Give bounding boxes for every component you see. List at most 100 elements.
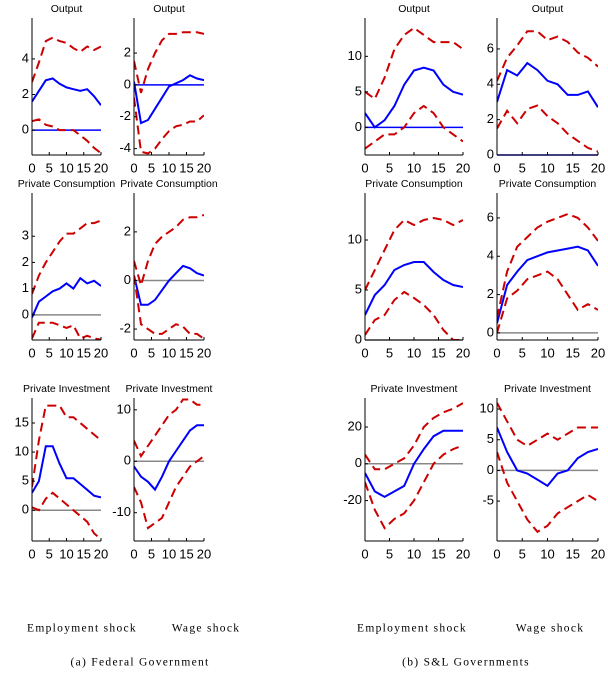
y-tick-label: 2 bbox=[22, 86, 29, 101]
y-tick-label: 5 bbox=[355, 281, 362, 296]
x-tick-label: 20 bbox=[456, 345, 470, 360]
x-tick-label: 0 bbox=[493, 345, 500, 360]
y-tick-label: 5 bbox=[22, 473, 29, 488]
band-line bbox=[365, 26, 463, 101]
subplot: Private Investment -5 0 5 10 0 5 10 15 20 bbox=[480, 383, 606, 562]
y-tick-label: -4 bbox=[119, 140, 131, 155]
subplot: Private Investment -20 0 20 0 5 10 15 20 bbox=[343, 383, 470, 562]
band-line bbox=[497, 451, 598, 534]
y-tick-label: 2 bbox=[22, 254, 29, 269]
x-tick-label: 15 bbox=[566, 345, 580, 360]
x-tick-label: 5 bbox=[386, 345, 393, 360]
column-label: Employment shock bbox=[27, 623, 137, 635]
band-line bbox=[134, 213, 204, 289]
subplot: Private Consumption 0 5 10 0 5 10 15 20 bbox=[348, 178, 471, 361]
subplot-title: Private Consumption bbox=[365, 178, 463, 190]
y-tick-label: 0 bbox=[487, 324, 494, 339]
x-tick-label: 15 bbox=[77, 345, 91, 360]
band-line bbox=[32, 219, 101, 295]
x-tick-label: 20 bbox=[197, 546, 211, 561]
band-line bbox=[365, 444, 463, 530]
subplot-title: Output bbox=[51, 3, 83, 15]
x-tick-label: 0 bbox=[493, 546, 500, 561]
band-line bbox=[134, 97, 204, 155]
y-tick-label: 6 bbox=[487, 209, 494, 224]
y-tick-label: 0 bbox=[355, 119, 362, 134]
response-line bbox=[32, 445, 101, 499]
y-tick-label: -2 bbox=[119, 108, 131, 123]
band-line bbox=[134, 31, 204, 94]
x-tick-label: 10 bbox=[162, 546, 176, 561]
x-tick-label: 20 bbox=[197, 345, 211, 360]
x-tick-label: 15 bbox=[77, 546, 91, 561]
x-tick-label: 20 bbox=[456, 546, 470, 561]
x-tick-label: 0 bbox=[361, 345, 368, 360]
x-tick-label: 20 bbox=[591, 546, 605, 561]
x-tick-label: 20 bbox=[591, 160, 605, 175]
subplot-title: Output bbox=[153, 3, 185, 15]
band-line bbox=[134, 455, 204, 530]
band-line bbox=[365, 402, 463, 471]
band-line bbox=[32, 404, 101, 488]
x-tick-label: 10 bbox=[540, 160, 554, 175]
response-line bbox=[497, 245, 598, 324]
y-tick-label: 5 bbox=[355, 83, 362, 98]
subplot: Private Consumption 0 2 4 6 0 5 10 15 20 bbox=[487, 178, 605, 361]
subplot-title: Output bbox=[532, 3, 564, 15]
x-tick-label: 20 bbox=[94, 546, 108, 561]
y-tick-label: 1 bbox=[22, 280, 29, 295]
band-line bbox=[32, 36, 101, 83]
x-tick-label: 15 bbox=[179, 345, 193, 360]
panel-caption: (a) Federal Government bbox=[70, 657, 209, 669]
response-line bbox=[365, 261, 463, 316]
column-label: Wage shock bbox=[172, 623, 241, 635]
response-line bbox=[497, 427, 598, 488]
band-line bbox=[497, 213, 598, 318]
band-line bbox=[32, 118, 101, 154]
y-tick-label: 0 bbox=[355, 331, 362, 346]
y-tick-label: -2 bbox=[119, 321, 131, 336]
response-line bbox=[134, 424, 204, 492]
y-tick-label: 2 bbox=[487, 286, 494, 301]
band-line bbox=[497, 402, 598, 448]
subplot-title: Output bbox=[398, 3, 430, 15]
x-tick-label: 20 bbox=[94, 345, 108, 360]
x-tick-label: 20 bbox=[197, 160, 211, 175]
y-tick-label: 6 bbox=[487, 40, 494, 55]
x-tick-label: 15 bbox=[431, 546, 445, 561]
y-tick-label: 0 bbox=[487, 462, 494, 477]
y-tick-label: -10 bbox=[112, 504, 131, 519]
y-tick-label: 5 bbox=[487, 431, 494, 446]
y-tick-label: -5 bbox=[482, 493, 494, 508]
y-tick-label: 0 bbox=[22, 306, 29, 321]
response-line bbox=[134, 264, 204, 306]
y-tick-label: -20 bbox=[343, 492, 362, 507]
band-line bbox=[32, 321, 101, 340]
band-line bbox=[134, 275, 204, 340]
column-label: Employment shock bbox=[357, 623, 467, 635]
y-tick-label: 2 bbox=[124, 223, 131, 238]
band-line bbox=[497, 30, 598, 82]
subplot-title: Private Investment bbox=[23, 383, 110, 395]
x-tick-label: 5 bbox=[519, 160, 526, 175]
x-tick-label: 10 bbox=[59, 160, 73, 175]
y-tick-label: 4 bbox=[22, 50, 29, 65]
x-tick-label: 5 bbox=[148, 546, 155, 561]
y-tick-label: 2 bbox=[487, 111, 494, 126]
x-tick-label: 15 bbox=[566, 160, 580, 175]
x-tick-label: 0 bbox=[28, 160, 35, 175]
x-tick-label: 10 bbox=[162, 345, 176, 360]
x-tick-label: 5 bbox=[386, 546, 393, 561]
x-tick-label: 15 bbox=[431, 160, 445, 175]
x-tick-label: 15 bbox=[77, 160, 91, 175]
response-line bbox=[32, 276, 101, 318]
x-tick-label: 10 bbox=[407, 546, 421, 561]
y-tick-label: 10 bbox=[117, 401, 131, 416]
x-tick-label: 10 bbox=[407, 160, 421, 175]
x-tick-label: 10 bbox=[59, 546, 73, 561]
response-line bbox=[497, 61, 598, 108]
